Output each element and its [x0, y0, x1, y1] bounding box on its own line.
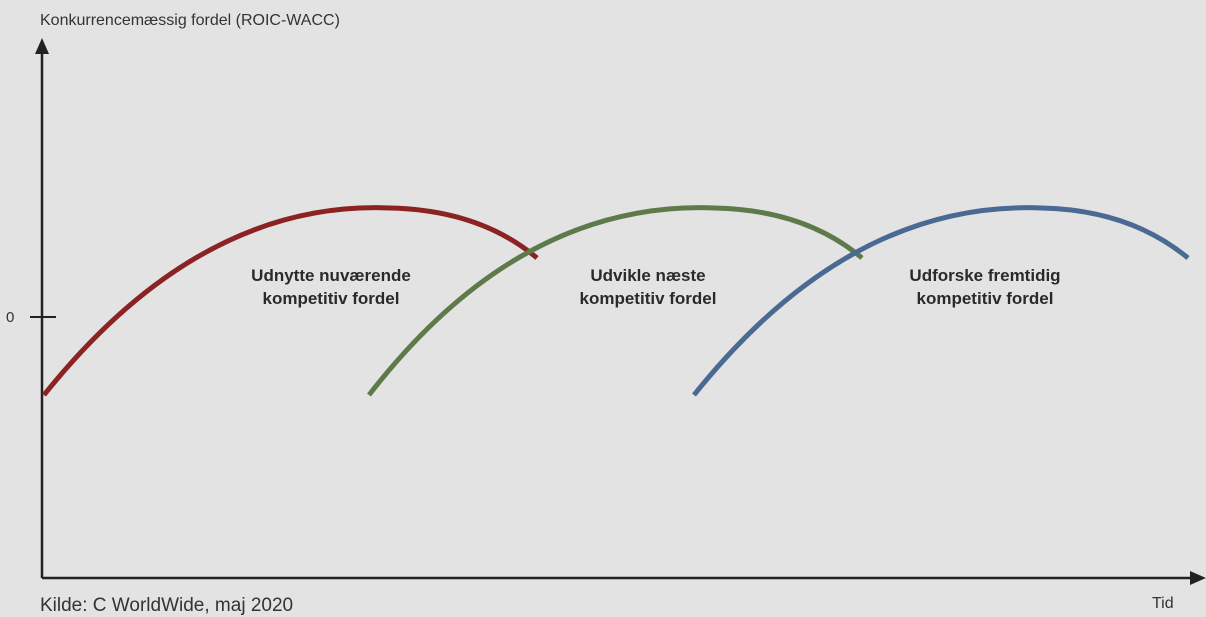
y-axis-label: Konkurrencemæssig fordel (ROIC-WACC)	[40, 12, 340, 29]
curve-label-explore-line2: kompetitiv fordel	[916, 289, 1054, 308]
x-axis-arrow	[1190, 571, 1206, 585]
curve-explore	[692, 205, 1190, 397]
curve-label-explore: Udforske fremtidig kompetitiv fordel	[865, 264, 1105, 310]
source-note: Kilde: C WorldWide, maj 2020	[40, 595, 294, 616]
x-axis-label: Tid	[1152, 595, 1174, 612]
curve-label-exploit-line1: Udnytte nuværende	[251, 266, 411, 285]
curve-exploit	[42, 205, 539, 397]
curve-label-develop-line2: kompetitiv fordel	[579, 289, 717, 308]
curve-label-exploit: Udnytte nuværende kompetitiv fordel	[211, 264, 451, 310]
curve-label-develop: Udvikle næste kompetitiv fordel	[528, 264, 768, 310]
curve-develop	[367, 205, 864, 397]
curve-label-explore-line1: Udforske fremtidig	[909, 266, 1061, 285]
curve-label-exploit-line2: kompetitiv fordel	[262, 289, 400, 308]
zero-tick-label: 0	[6, 309, 15, 326]
curve-label-develop-line1: Udvikle næste	[590, 266, 706, 285]
y-axis-arrow	[35, 38, 49, 54]
